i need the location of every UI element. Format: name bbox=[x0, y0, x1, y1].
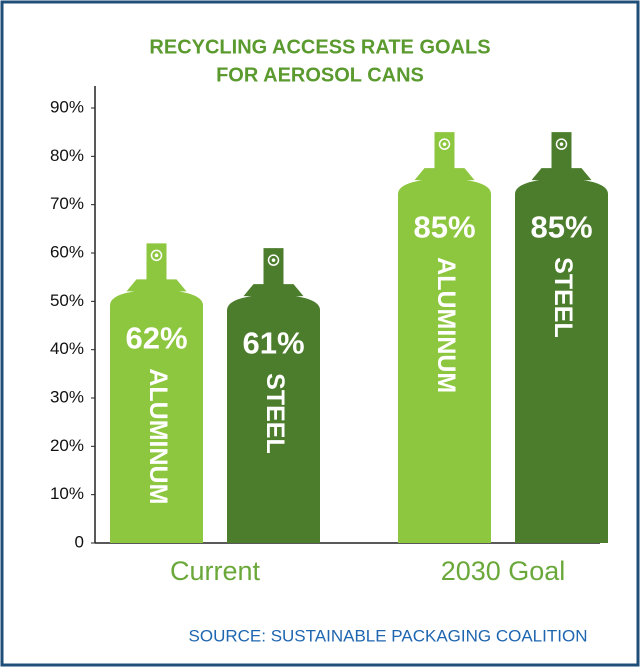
series-label: ALUMINUM bbox=[432, 257, 460, 393]
nozzle-icon bbox=[271, 258, 276, 262]
nozzle-icon bbox=[150, 249, 163, 262]
y-tick-label: 70% bbox=[50, 194, 84, 213]
value-label: 62% bbox=[125, 321, 187, 356]
y-tick-label: 60% bbox=[50, 242, 84, 261]
spray-can bbox=[227, 248, 320, 543]
y-tick-label: 50% bbox=[50, 291, 84, 310]
series-label: STEEL bbox=[261, 373, 289, 454]
nozzle-icon bbox=[442, 142, 447, 146]
series-label: STEEL bbox=[549, 257, 577, 338]
nozzle-icon bbox=[267, 254, 280, 266]
y-tick-label: 30% bbox=[50, 387, 84, 406]
x-tick-label: 2030 Goal bbox=[441, 556, 566, 586]
value-label: 85% bbox=[530, 209, 592, 244]
series-label: ALUMINUM bbox=[144, 368, 172, 504]
y-tick-label: 10% bbox=[50, 484, 84, 503]
spray-can bbox=[398, 132, 491, 543]
nozzle-icon bbox=[154, 253, 159, 258]
nozzle-icon bbox=[555, 138, 568, 150]
spray-can bbox=[110, 243, 203, 544]
y-tick-label: 90% bbox=[50, 97, 84, 116]
y-tick-label: 80% bbox=[50, 146, 84, 165]
y-tick-label: 40% bbox=[50, 339, 84, 358]
source-note: SOURCE: SUSTAINABLE PACKAGING COALITION bbox=[189, 626, 588, 645]
chart-title: FOR AEROSOL CANS bbox=[216, 64, 424, 86]
nozzle-icon bbox=[438, 138, 451, 150]
chart-title: RECYCLING ACCESS RATE GOALS bbox=[149, 36, 490, 58]
spray-can bbox=[515, 132, 608, 543]
nozzle-icon bbox=[559, 142, 564, 146]
value-label: 61% bbox=[242, 325, 304, 360]
y-tick-label: 0 bbox=[75, 532, 84, 551]
y-tick-label: 20% bbox=[50, 436, 84, 455]
x-tick-label: Current bbox=[170, 556, 261, 586]
value-label: 85% bbox=[413, 209, 475, 244]
